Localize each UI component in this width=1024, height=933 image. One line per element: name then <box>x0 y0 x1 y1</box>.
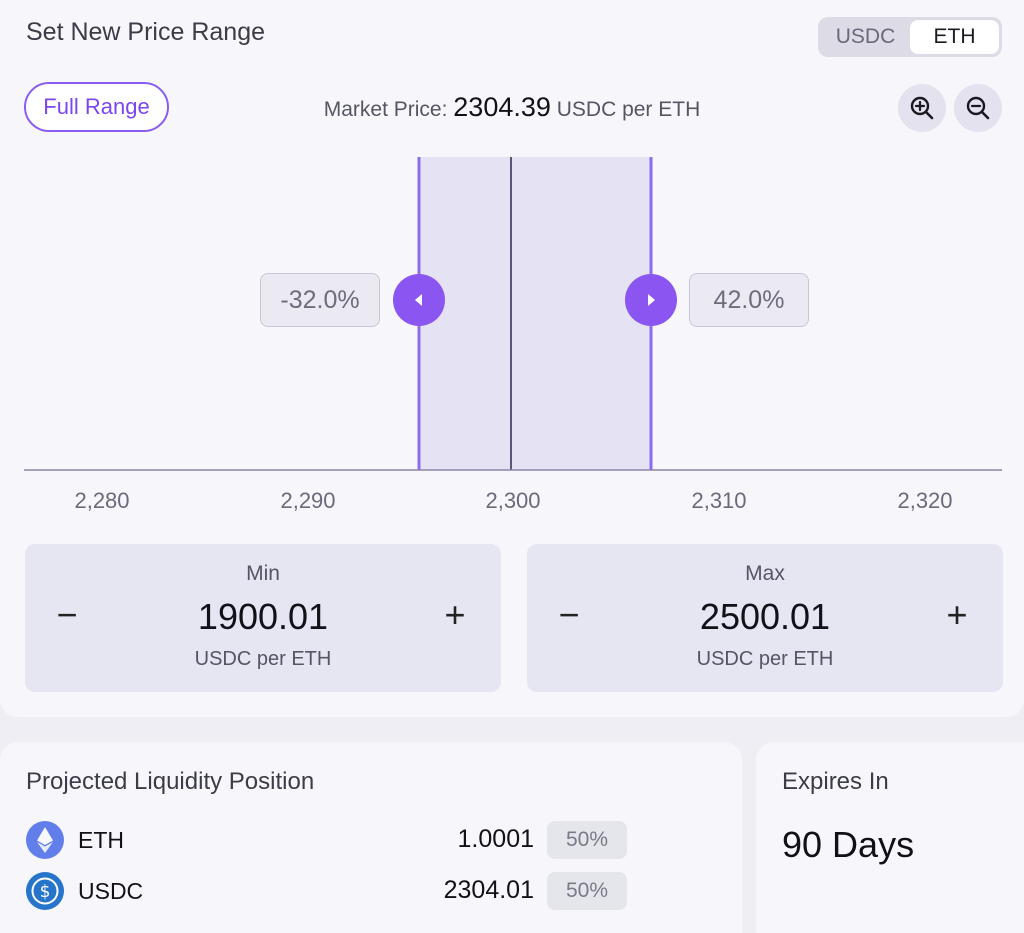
min-percent-label: -32.0% <box>260 273 380 327</box>
max-percent-label: 42.0% <box>689 273 809 327</box>
caret-left-icon <box>415 294 422 306</box>
axis-tick: 2,300 <box>485 488 541 513</box>
liquidity-position-card: Projected Liquidity Position ETH 1.0001 … <box>0 742 742 933</box>
max-increment-button[interactable]: + <box>946 594 968 635</box>
min-unit: USDC per ETH <box>194 648 332 670</box>
max-price-value[interactable]: 2500.01 <box>699 596 831 637</box>
asset-name: ETH <box>78 827 124 853</box>
page-title: Set New Price Range <box>26 18 266 46</box>
market-price-unit: USDC per ETH <box>556 98 701 121</box>
asset-name: USDC <box>78 878 144 904</box>
liquidity-title: Projected Liquidity Position <box>26 768 315 795</box>
min-decrement-button[interactable]: − <box>56 594 78 635</box>
expires-title: Expires In <box>782 768 889 795</box>
min-price-box: Min − 1900.01 + USDC per ETH <box>25 544 501 692</box>
svg-text:$: $ <box>40 882 51 902</box>
max-unit: USDC per ETH <box>696 648 834 670</box>
asset-share-badge: 50% <box>547 821 627 859</box>
price-range-chart <box>24 157 1002 471</box>
caret-right-icon <box>648 294 655 306</box>
price-range-card: Set New Price Range USDC ETH Full Range … <box>0 17 1024 692</box>
axis-tick: 2,310 <box>691 488 747 513</box>
max-price-box: Max − 2500.01 + USDC per ETH <box>527 544 1003 692</box>
asset-amount: 1.0001 <box>457 825 534 853</box>
toggle-usdc[interactable]: USDC <box>835 25 896 48</box>
axis-tick: 2,320 <box>897 488 953 513</box>
axis-tick: 2,290 <box>280 488 336 513</box>
market-price: Market Price: 2304.39 USDC per ETH <box>0 92 1024 123</box>
max-label: Max <box>745 562 785 585</box>
asset-share-badge: 50% <box>547 872 627 910</box>
eth-icon <box>26 821 64 859</box>
full-range-button[interactable]: Full Range <box>24 82 169 132</box>
min-label: Min <box>246 562 280 585</box>
market-price-value: 2304.39 <box>453 92 551 122</box>
min-price-value[interactable]: 1900.01 <box>197 596 329 637</box>
max-decrement-button[interactable]: − <box>558 594 580 635</box>
selected-range-area <box>418 157 651 470</box>
min-increment-button[interactable]: + <box>444 594 466 635</box>
asset-row-eth: ETH 1.0001 50% <box>0 821 742 861</box>
asset-row-usdc: $ USDC 2304.01 50% <box>0 872 742 912</box>
zoom-in-button[interactable] <box>898 84 946 132</box>
zoom-in-icon <box>910 96 934 120</box>
max-range-handle[interactable] <box>625 274 677 326</box>
expires-card: Expires In 90 Days <box>756 742 1024 933</box>
min-range-handle[interactable] <box>393 274 445 326</box>
toggle-eth[interactable]: ETH <box>910 20 999 54</box>
usdc-icon: $ <box>26 872 64 910</box>
currency-toggle: USDC ETH <box>818 17 1002 57</box>
zoom-out-button[interactable] <box>954 84 1002 132</box>
axis-tick: 2,280 <box>74 488 130 513</box>
expires-value: 90 Days <box>782 824 915 865</box>
zoom-out-icon <box>966 96 990 120</box>
asset-amount: 2304.01 <box>443 876 534 904</box>
market-price-label: Market Price: <box>323 98 448 121</box>
